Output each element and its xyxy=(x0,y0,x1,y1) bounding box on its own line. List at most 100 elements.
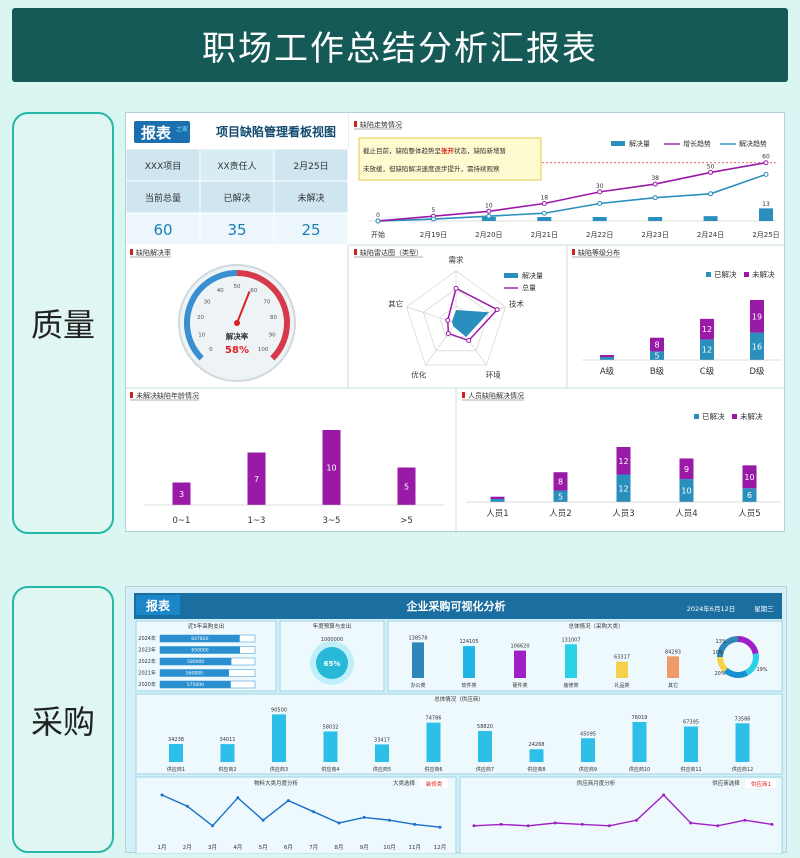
stat-value-cell xyxy=(125,212,201,246)
trend-note-line1: 截止目前，缺陷整体趋势呈张开状态，缺陷新增暂 xyxy=(363,146,507,155)
trend-x-tick: 2月20日 xyxy=(475,231,502,239)
level-unresolved-label: 12 xyxy=(702,325,712,334)
five-year-label: 2020年 xyxy=(138,681,156,688)
supplier-name: 供应商2 xyxy=(218,766,236,773)
monthly-point xyxy=(387,818,391,822)
radar-total-point xyxy=(494,307,500,313)
trend-growth-label: 30 xyxy=(596,183,604,190)
ring-segment xyxy=(717,656,728,673)
person-resolved-bar xyxy=(679,479,694,502)
supplier-bar xyxy=(632,721,647,762)
trend-growth-point xyxy=(708,169,714,175)
radar-spoke xyxy=(425,322,457,366)
monthly-point xyxy=(438,825,442,829)
gauge-tick: 100 xyxy=(258,347,269,353)
five-year-bar xyxy=(160,646,240,654)
person-unresolved-label: 8 xyxy=(558,477,563,486)
legend-resolved: 解决量 xyxy=(629,139,650,148)
ring-segment xyxy=(723,667,749,678)
supplier-monthly-point xyxy=(499,822,503,826)
trend-resolve-point xyxy=(430,216,436,222)
trend-resolve-point xyxy=(763,171,769,177)
age-title: 未解决缺陷年龄情况 xyxy=(136,391,199,400)
radar-axis-label: 需求 xyxy=(449,255,464,265)
procurement-dashboard: 报表 企业采购可视化分析 2024年6月12日 星期三 近5年采购支出 2024年 6478… xyxy=(125,586,787,855)
supplier-monthly-point xyxy=(716,824,720,828)
supplier-name: 供应商4 xyxy=(321,766,339,773)
supplier-value: 45095 xyxy=(580,731,596,737)
gauge-tick: 60 xyxy=(250,288,257,294)
trend-growth-point xyxy=(763,160,769,166)
supplier-bar xyxy=(478,731,492,762)
level-unresolved-bar xyxy=(700,318,714,340)
proc-weekday: 星期三 xyxy=(754,605,774,613)
proc-card xyxy=(387,620,783,692)
gauge-tick: 50 xyxy=(234,284,241,290)
gauge-tick: 30 xyxy=(204,299,211,305)
trend-x-tick: 2月23日 xyxy=(641,231,668,239)
category-value: 131007 xyxy=(561,637,580,643)
trend-x-tick: 2月25日 xyxy=(752,231,779,239)
level-x-tick: D级 xyxy=(749,366,765,377)
person-resolved-bar xyxy=(616,474,631,502)
info-cell xyxy=(273,148,349,182)
age-bar xyxy=(247,452,266,505)
supplier-monthly-point xyxy=(770,822,774,826)
supplier-name: 供应商5 xyxy=(373,766,391,773)
ring-label: 20% xyxy=(714,671,725,677)
person-unresolved-bar xyxy=(742,465,757,489)
age-bar-label: 10 xyxy=(326,464,336,473)
supplier-monthly-select-label: 供应商选择 xyxy=(712,779,740,787)
level-unresolved-bar xyxy=(600,355,614,357)
category-value: 84293 xyxy=(665,649,681,655)
monthly-point xyxy=(185,804,189,808)
supplier-value: 74786 xyxy=(426,716,442,722)
supplier-name: 供应商8 xyxy=(527,766,545,773)
logo-text: 报表 xyxy=(141,124,172,142)
level-unresolved-label: 19 xyxy=(752,312,762,321)
trend-growth-label: 10 xyxy=(485,202,493,209)
five-year-bar xyxy=(160,681,231,688)
monthly-point xyxy=(160,793,164,797)
supplier-name: 供应商9 xyxy=(579,766,597,773)
stat-label: 已解决 xyxy=(223,192,250,204)
trend-x-tick: 2月19日 xyxy=(420,231,447,239)
category-bar xyxy=(412,642,424,678)
section-label-quality: 质量 xyxy=(12,112,114,534)
info-owner: XX责任人 xyxy=(217,160,256,172)
level-legend-resolved: 已解决 xyxy=(714,269,737,279)
person-resolved-label: 5 xyxy=(558,492,563,501)
supplier-name: 供应商1 xyxy=(167,766,185,773)
gauge-tick: 80 xyxy=(270,315,277,321)
trend-resolved-label: 13 xyxy=(762,201,770,208)
trend-x-tick: 2月21日 xyxy=(531,231,558,239)
monthly-line xyxy=(161,794,441,828)
person-unresolved-bar xyxy=(679,458,694,480)
level-x-tick: B级 xyxy=(650,366,665,377)
rate-title-marker xyxy=(130,249,133,255)
supplier-value: 34238 xyxy=(168,737,184,743)
supplier-value: 58820 xyxy=(477,724,493,730)
gauge-hub xyxy=(234,320,240,326)
person-x-tick: 人员4 xyxy=(675,509,697,519)
level-resolved-label: 5 xyxy=(654,352,659,361)
five-year-label: 2021年 xyxy=(138,670,156,677)
level-resolved-label: 16 xyxy=(752,342,762,351)
trend-growth-point xyxy=(597,189,603,195)
stat-label-cell xyxy=(199,180,275,214)
monthly-select-box xyxy=(420,779,448,788)
legend-resolve: 解决趋势 xyxy=(739,139,767,148)
proc-card xyxy=(135,693,783,775)
radar-axis-label: 环境 xyxy=(486,369,501,379)
monthly-point xyxy=(261,818,265,822)
supplier-monthly-point xyxy=(553,821,557,825)
monthly-point xyxy=(337,821,341,825)
five-year-value: 575000 xyxy=(187,682,204,688)
supplier-name: 供应商6 xyxy=(424,766,442,773)
category-bar xyxy=(514,650,526,678)
monthly-point xyxy=(362,815,366,819)
stat-value: 25 xyxy=(301,221,320,239)
supplier-name: 供应商12 xyxy=(732,766,753,773)
person-legend-unresolved: 未解决 xyxy=(740,411,763,421)
logo-badge xyxy=(134,121,190,143)
